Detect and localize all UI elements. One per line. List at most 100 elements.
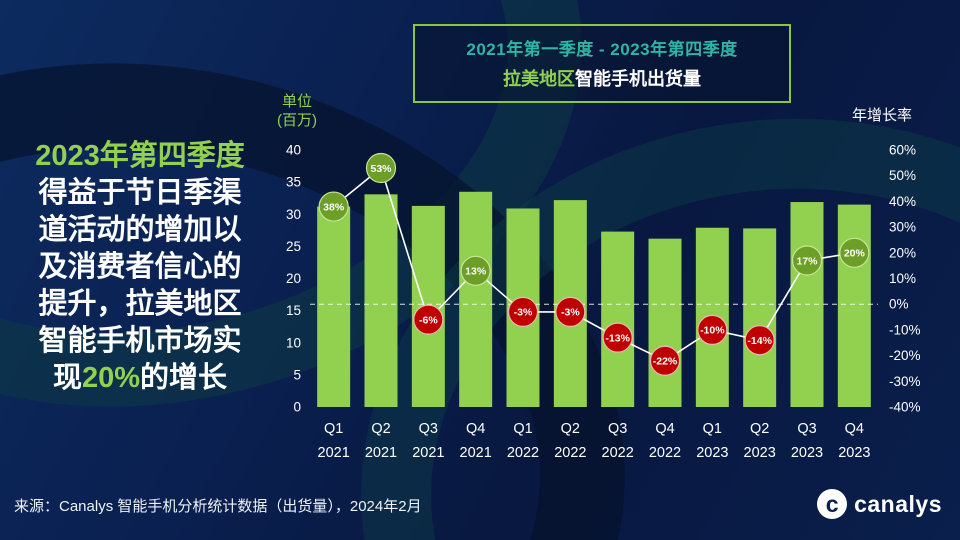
x-axis-year-label: 2021	[412, 445, 444, 461]
x-axis-year-label: 2023	[791, 445, 823, 461]
right-axis-tick-label: 10%	[889, 271, 916, 286]
x-axis-year-label: 2022	[554, 445, 586, 461]
canalys-logo-text: canalys	[854, 490, 942, 517]
chart-title-subject: 智能手机出货量	[575, 69, 701, 89]
right-axis-tick-label: -20%	[889, 348, 921, 363]
x-axis-year-label: 2021	[318, 445, 350, 461]
summary-line: 2023年第四季度	[35, 140, 245, 172]
summary-line: 及消费者信心的	[38, 251, 242, 283]
growth-value-label: -22%	[653, 356, 678, 368]
x-axis-year-label: 2023	[838, 445, 870, 461]
x-axis-quarter-label: Q2	[561, 421, 580, 437]
right-axis-tick-label: 20%	[889, 245, 916, 260]
x-axis-quarter-label: Q2	[750, 421, 769, 437]
x-axis-quarter-label: Q3	[797, 421, 816, 437]
left-axis-title-line2: (百万)	[277, 112, 317, 129]
growth-value-label: -3%	[561, 307, 580, 319]
right-axis-tick-label: -10%	[889, 322, 921, 337]
x-axis-quarter-label: Q1	[513, 421, 532, 437]
chart-title-main: 拉美地区智能手机出货量	[423, 65, 781, 91]
growth-marker-q1-2023	[697, 314, 728, 345]
canalys-logo-letter: c	[825, 490, 839, 517]
x-axis-quarter-label: Q3	[608, 421, 627, 437]
growth-line	[333, 166, 855, 362]
growth-value-label: 20%	[844, 248, 866, 260]
growth-value-label: -13%	[605, 332, 630, 344]
growth-value-label: 17%	[796, 255, 818, 267]
left-axis-tick-label: 5	[293, 367, 301, 382]
growth-marker-q1-2021	[318, 191, 349, 222]
bar-q4-2022	[648, 238, 682, 407]
growth-marker-q2-2023	[744, 325, 775, 356]
x-axis-year-label: 2022	[649, 445, 681, 461]
left-axis-tick-label: 15	[286, 303, 301, 318]
left-axis-title-line1: 单位	[281, 93, 312, 110]
right-axis-title: 年增长率	[852, 107, 913, 124]
summary-line: 道活动的增加以	[38, 214, 242, 246]
right-axis-tick-label: -30%	[889, 374, 921, 389]
growth-value-label: 13%	[465, 266, 487, 278]
canalys-logo-icon: c	[817, 489, 848, 519]
right-axis-tick-label: 40%	[889, 194, 916, 209]
left-axis-tick-label: 0	[293, 400, 301, 415]
x-axis-quarter-label: Q4	[845, 421, 864, 437]
summary-line: 得益于节日季渠	[38, 177, 242, 209]
x-axis-quarter-label: Q4	[655, 421, 674, 437]
chart-title-box: 2021年第一季度 - 2023年第四季度 拉美地区智能手机出货量	[413, 24, 791, 103]
left-axis-tick-label: 25	[286, 239, 301, 254]
x-axis-year-label: 2023	[696, 445, 728, 461]
chart-canvas: 38% 53% -6% 13% -3% -3% -13% -22% -10% -14% 17% 20%…	[286, 143, 921, 462]
chart-title-region: 拉美地区	[503, 69, 575, 89]
right-axis-tick-label: -40%	[889, 400, 921, 415]
growth-value-label: 53%	[370, 163, 392, 175]
growth-marker-q4-2022	[649, 345, 681, 376]
growth-marker-q3-2022	[602, 322, 633, 353]
shipments-chart: 38% 53% -6% 13% -3% -3% -13% -22% -10% -14% 17% 20%…	[260, 130, 960, 465]
bar-q4-2023	[837, 204, 871, 407]
growth-value-label: -10%	[700, 325, 725, 337]
growth-marker-q2-2022	[555, 296, 586, 328]
bar-q4-2021	[459, 191, 493, 407]
right-axis-tick-label: 30%	[889, 220, 916, 235]
source-note: 来源：Canalys 智能手机分析统计数据（出货量），2024年2月	[14, 498, 422, 515]
growth-value-label: 38%	[323, 201, 345, 213]
x-axis-quarter-label: Q1	[324, 421, 343, 437]
growth-marker-q2-2021	[365, 152, 397, 184]
right-axis-tick-label: 60%	[889, 143, 916, 158]
bar-q2-2021	[364, 194, 398, 407]
growth-marker-q4-2021	[460, 255, 491, 286]
left-axis-title: 单位 (百万)	[262, 92, 332, 130]
growth-marker-q3-2021	[413, 304, 444, 335]
bar-q2-2023	[743, 228, 777, 407]
x-axis-year-label: 2023	[744, 445, 776, 461]
summary-line: 现20%的增长	[52, 362, 228, 394]
bar-q1-2021	[317, 206, 351, 407]
summary-line: 智能手机市场实	[38, 325, 242, 357]
summary-text: 2023年第四季度 得益于节日季渠 道活动的增加以 及消费者信心的 提升，拉美地区 智能手…	[8, 138, 272, 397]
chart-title-range: 2021年第一季度 - 2023年第四季度	[466, 40, 738, 59]
growth-value-label: -14%	[747, 335, 772, 347]
bar-q3-2022	[601, 231, 635, 407]
growth-value-label: -3%	[514, 307, 533, 319]
growth-marker-q3-2023	[791, 245, 823, 276]
growth-marker-q1-2022	[507, 296, 539, 328]
growth-value-label: -6%	[419, 314, 438, 326]
x-axis-quarter-label: Q1	[703, 421, 722, 437]
x-axis-year-label: 2022	[507, 445, 539, 461]
x-axis-quarter-label: Q4	[466, 421, 485, 437]
left-axis-tick-label: 10	[286, 335, 301, 350]
left-axis-tick-label: 40	[286, 143, 301, 158]
x-axis-year-label: 2021	[460, 445, 492, 461]
left-axis-tick-label: 20	[286, 271, 301, 286]
x-axis-year-label: 2022	[602, 445, 634, 461]
right-axis-tick-label: 0%	[889, 297, 909, 312]
x-axis-quarter-label: Q3	[419, 421, 438, 437]
canalys-logo: c canalys	[817, 489, 942, 519]
x-axis-year-label: 2021	[365, 445, 397, 461]
x-axis-quarter-label: Q2	[371, 421, 390, 437]
growth-marker-q4-2023	[839, 237, 870, 268]
summary-line: 提升，拉美地区	[38, 288, 242, 320]
left-axis-tick-label: 30	[286, 207, 301, 222]
left-axis-tick-label: 35	[286, 175, 301, 190]
